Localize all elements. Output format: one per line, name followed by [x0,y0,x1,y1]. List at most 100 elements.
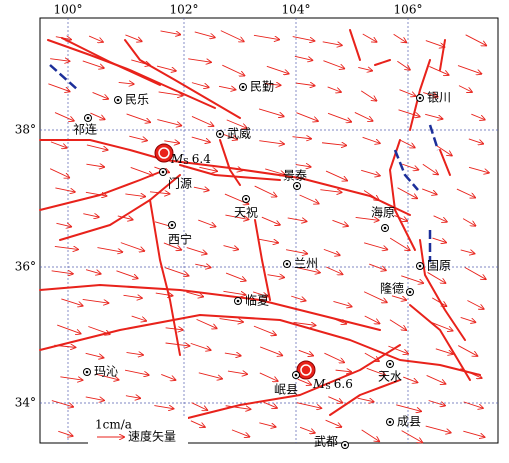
velocity-arrow [323,60,344,69]
velocity-arrow [252,291,267,297]
city-label: 西宁 [168,232,192,247]
velocity-arrow [186,291,203,297]
velocity-arrow [50,141,67,148]
velocity-arrow [362,33,377,42]
velocity-arrow [54,246,78,249]
velocity-arrow [327,86,341,92]
velocity-arrow [85,352,104,357]
velocity-arrow [50,59,69,62]
velocity-arrow [120,242,144,251]
city-label: 成县 [397,415,421,429]
velocity-arrow [85,396,104,400]
velocity-arrow [361,429,379,441]
velocity-arrow [83,214,98,217]
velocity-arrow [126,113,150,122]
velocity-arrow [397,60,409,69]
velocity-arrow [223,290,245,295]
velocity-arrow [225,214,248,219]
velocity-arrow [358,67,372,70]
velocity-arrow [86,164,104,167]
velocity-vectors [48,30,488,443]
velocity-arrow [361,169,380,175]
velocity-arrow [125,396,140,398]
velocity-arrow [425,113,442,119]
velocity-arrow [224,353,241,356]
velocity-arrow [298,349,313,355]
velocity-arrow [263,401,277,408]
velocity-arrow [458,345,477,356]
velocity-arrow [259,346,282,355]
velocity-arrow [51,271,73,274]
velocity-arrow [253,34,279,39]
city-label: 岷县 [274,382,298,397]
velocity-arrow [125,34,141,41]
velocity-arrow [426,375,446,383]
velocity-arrow [259,140,284,144]
velocity-arrow [266,65,289,73]
city-dot [418,264,422,268]
velocity-arrow [425,40,445,47]
velocity-arrow [463,430,484,437]
velocity-arrow [433,215,447,222]
velocity-arrow [295,83,315,86]
velocity-arrow [191,136,210,142]
city-label: 天水 [378,370,402,384]
velocity-arrow [164,141,179,143]
velocity-arrow [389,319,406,330]
velocity-arrow [423,92,437,97]
velocity-arrow [397,187,417,199]
velocity-arrow [116,270,137,279]
velocity-arrow [165,328,183,330]
velocity-arrow [394,214,407,221]
velocity-arrow [55,187,74,192]
city-label: 景泰 [283,169,307,183]
velocity-arrow [54,112,74,121]
velocity-arrow [328,396,342,403]
velocity-arrow [456,188,475,197]
city-label: 玛沁 [94,365,118,379]
velocity-arrow [403,376,417,382]
velocity-arrow [389,237,410,250]
velocity-arrow [85,269,101,274]
velocity-arrow [326,266,342,274]
city-dot [408,290,412,294]
epicenters [154,143,316,380]
velocity-arrow [293,322,316,325]
legend-label: 速度矢量 [128,429,176,444]
velocity-arrow [82,60,104,68]
velocity-arrow [231,429,249,437]
velocity-arrow [225,405,251,410]
velocity-arrow [463,401,483,408]
velocity-arrow [401,430,423,443]
city-dot [218,132,222,136]
velocity-arrow [190,420,205,427]
city-dot [244,197,248,201]
velocity-arrow [198,372,222,379]
velocity-arrow [325,419,342,427]
velocity-arrow [265,168,285,175]
velocity-arrow [465,34,487,46]
velocity-arrow [188,58,211,62]
velocity-arrow [49,168,69,178]
velocity-arrow [294,55,312,60]
velocity-arrow [57,324,80,334]
velocity-arrow [285,249,307,254]
city-label: 固原 [427,259,451,273]
city-label: 民勤 [250,80,274,94]
velocity-arrow [363,291,387,303]
velocity-arrow [391,295,406,300]
velocity-arrow [323,248,340,255]
velocity-arrow [422,163,438,174]
velocity-arrow [190,342,211,350]
velocity-arrow [95,373,119,380]
legend-scale: 1cm/a [95,418,132,432]
city-dot [383,226,387,230]
velocity-arrow [227,371,247,374]
velocity-arrow [369,263,386,270]
city-label: 隆德 [380,281,404,296]
velocity-arrow [398,109,420,117]
velocity-arrow [292,36,315,41]
city-label: 海原 [371,205,395,220]
velocity-arrow [297,378,311,384]
velocity-arrow [198,219,215,226]
